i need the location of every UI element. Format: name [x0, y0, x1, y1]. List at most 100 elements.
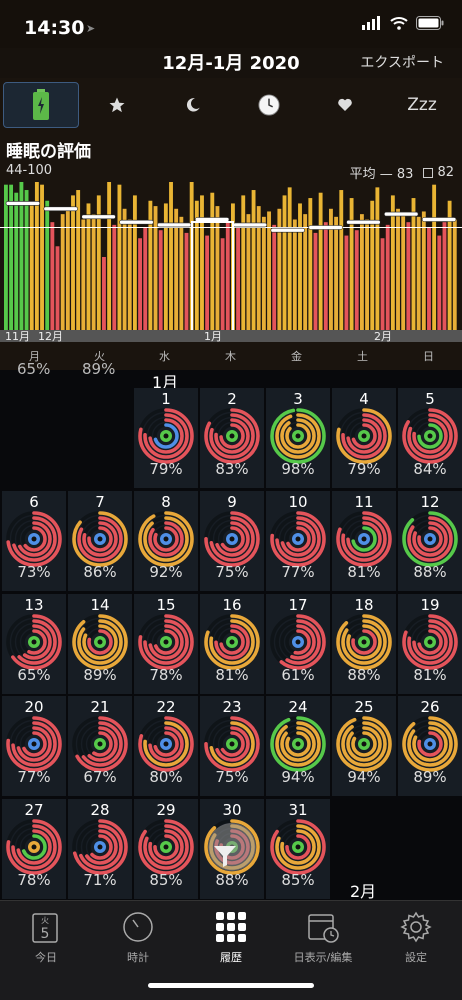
ring-segment [11, 721, 57, 767]
partial-pct-mon: 65% [17, 360, 51, 378]
calendar-day-cell[interactable]: 15 78% [134, 594, 198, 694]
calendar-day-cell[interactable]: 2 83% [200, 388, 264, 488]
sleep-rings [138, 819, 194, 875]
weekly-average-marker [81, 214, 116, 220]
day-score: 88% [347, 666, 381, 684]
sleep-rings [336, 408, 392, 464]
sleep-rings [204, 511, 260, 567]
day-number: 8 [161, 493, 171, 511]
tab-moon[interactable] [156, 82, 230, 128]
tab-clock[interactable] [232, 82, 306, 128]
calendar-day-cell[interactable]: 10 77% [266, 491, 330, 591]
day-number: 31 [288, 801, 308, 819]
ring-segment [412, 418, 448, 454]
day-score: 75% [215, 768, 249, 786]
ring-segment [341, 516, 387, 562]
chart-bar [107, 182, 112, 332]
chart-bar [153, 206, 158, 332]
calendar-day-cell[interactable]: 28 71% [68, 799, 132, 899]
chart-bar [427, 227, 431, 332]
calendar-day-cell[interactable]: 6 73% [2, 491, 66, 591]
calendar-day-cell[interactable]: 26 89% [398, 696, 462, 796]
chart-bar [313, 232, 318, 332]
chart-bar [29, 203, 34, 332]
day-number: 17 [288, 596, 308, 614]
calendar-day-cell[interactable]: 19 81% [398, 594, 462, 694]
calendar-day-cell[interactable]: 13 65% [2, 594, 66, 694]
calendar-day-cell[interactable]: 27 78% [2, 799, 66, 899]
export-button[interactable]: エクスポート [360, 55, 444, 71]
calendar-day-cell[interactable]: 4 79% [332, 388, 396, 488]
ring-segment [275, 824, 321, 870]
calendar-day-cell[interactable]: 8 92% [134, 491, 198, 591]
tab-battery[interactable] [3, 82, 79, 128]
chart-bar [138, 238, 142, 332]
calendar-day-cell[interactable]: 1 79% [134, 388, 198, 488]
chart-bar [416, 216, 421, 332]
calendar-day-cell[interactable]: 20 77% [2, 696, 66, 796]
day-number: 19 [420, 596, 440, 614]
calendar-day-cell[interactable]: 18 88% [332, 594, 396, 694]
chart-bar [303, 214, 308, 332]
sleep-rating-chart[interactable]: 11月 12月 1月 2月 [0, 182, 462, 342]
calendar-day-cell[interactable]: 5 84% [398, 388, 462, 488]
calendar-day-cell[interactable]: 30 88% [200, 799, 264, 899]
ring-segment [11, 516, 57, 562]
tab-star[interactable] [80, 82, 154, 128]
chart-bar [339, 190, 344, 332]
chart-bar [143, 227, 148, 332]
grid-icon [216, 912, 246, 942]
chart-bar [437, 235, 442, 332]
battery-tab-icon [33, 89, 49, 120]
calendar-day-cell[interactable]: 25 94% [332, 696, 396, 796]
tab-daily-edit[interactable]: 日表示/編集 [277, 907, 369, 967]
sleep-rings [204, 716, 260, 772]
chart-bar [256, 206, 261, 332]
tab-settings[interactable]: 設定 [370, 907, 462, 967]
calendar-day-cell[interactable]: 11 81% [332, 491, 396, 591]
calendar-day-cell[interactable]: 12 88% [398, 491, 462, 591]
calendar-day-cell[interactable]: 17 61% [266, 594, 330, 694]
day-number: 12 [420, 493, 440, 511]
funnel-icon[interactable] [208, 823, 256, 871]
day-score: 78% [149, 666, 183, 684]
calendar-day-cell[interactable]: 14 89% [68, 594, 132, 694]
sleep-rings [204, 408, 260, 464]
ring-segment [417, 629, 443, 655]
chart-bar [349, 198, 354, 332]
calendar-day-cell[interactable]: 29 85% [134, 799, 198, 899]
tab-zzz[interactable]: Zzz [407, 95, 437, 115]
today-day: 5 [41, 926, 50, 942]
calendar-day-cell[interactable]: 22 80% [134, 696, 198, 796]
star-tab-icon [109, 97, 125, 113]
day-number: 21 [90, 698, 110, 716]
day-score: 81% [347, 563, 381, 581]
ring-segment [341, 721, 387, 767]
chart-bar [158, 230, 163, 332]
chart-bar [380, 238, 385, 332]
tab-history[interactable]: 履歴 [185, 907, 277, 967]
sleep-rings [204, 614, 260, 670]
calendar-day-cell[interactable]: 21 67% [68, 696, 132, 796]
tab-today[interactable]: 火 5 今日 [0, 907, 92, 967]
tab-heart[interactable] [308, 82, 382, 128]
tab-clock-view[interactable]: 時計 [92, 907, 184, 967]
calendar-day-cell[interactable]: 3 98% [266, 388, 330, 488]
partial-pct-tue: 89% [82, 360, 116, 378]
calendar-day-cell[interactable]: 31 85% [266, 799, 330, 899]
calendar-day-cell[interactable]: 16 81% [200, 594, 264, 694]
chart-bar [60, 214, 65, 332]
month-strip [0, 330, 462, 342]
day-number: 14 [90, 596, 110, 614]
weekday-sat: 土 [357, 350, 368, 363]
chart-bar [81, 219, 86, 332]
calendar-day-cell[interactable]: 7 86% [68, 491, 132, 591]
calendar-day-cell[interactable]: 24 94% [266, 696, 330, 796]
calendar-day-cell[interactable]: 9 75% [200, 491, 264, 591]
ring-segment [270, 819, 326, 875]
calendar-day-cell[interactable]: 23 75% [200, 696, 264, 796]
day-score: 83% [215, 460, 249, 478]
day-score: 92% [149, 563, 183, 581]
home-indicator [148, 983, 314, 988]
